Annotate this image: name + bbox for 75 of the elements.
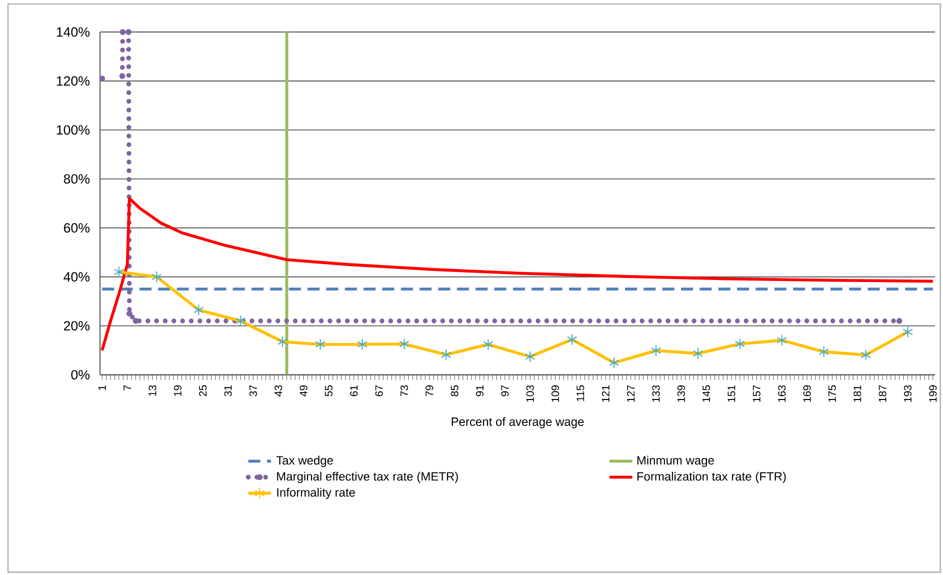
legend-label: Minmum wage <box>637 456 714 468</box>
point <box>114 266 124 278</box>
x-tick-label: 151 <box>728 385 736 402</box>
x-tick-label: 127 <box>627 385 635 402</box>
x-tick-label: 181 <box>854 385 862 402</box>
point <box>650 344 662 356</box>
point <box>120 29 126 36</box>
y-tick-label: 0% <box>71 370 90 380</box>
x-tick-label: 169 <box>803 385 811 402</box>
x-tick-label: 133 <box>652 385 660 402</box>
x-tick-label: 73 <box>400 385 408 396</box>
x-tick-label: 193 <box>904 385 912 402</box>
x-tick-label: 103 <box>526 385 534 402</box>
point <box>524 350 536 363</box>
legend-label: Formalization tax rate (FTR) <box>637 472 786 484</box>
point <box>315 338 326 350</box>
x-tick-label: 67 <box>375 385 383 396</box>
x-tick-label: 139 <box>677 385 685 402</box>
point <box>860 349 871 361</box>
point <box>692 348 704 360</box>
legend-label: Informality rate <box>277 488 355 500</box>
x-tick-label: 97 <box>501 385 509 396</box>
point <box>566 334 578 346</box>
y-tick-label: 20% <box>64 321 90 331</box>
y-tick-label: 140% <box>56 27 90 37</box>
point <box>441 348 452 361</box>
point <box>99 76 106 82</box>
legend-label: Marginal effective tax rate (METR) <box>277 472 458 484</box>
x-tick-label: 13 <box>148 385 156 396</box>
x-tick-label: 175 <box>828 385 836 402</box>
point <box>235 315 246 327</box>
x-tick-label: 49 <box>300 385 308 397</box>
x-tick-label: 61 <box>350 385 358 396</box>
x-axis-title: Percent of average wage <box>452 417 584 428</box>
x-tick-label: 1 <box>98 385 106 390</box>
point <box>126 29 132 36</box>
point <box>896 318 902 324</box>
x-tick-label: 37 <box>249 385 257 396</box>
x-tick-label: 43 <box>274 385 282 397</box>
x-tick-label: 145 <box>702 385 710 402</box>
point <box>357 338 368 350</box>
y-tick-label: 100% <box>56 125 90 135</box>
point <box>776 334 788 346</box>
x-tick-label: 19 <box>174 385 182 396</box>
x-tick-label: 157 <box>752 385 760 402</box>
point <box>483 338 494 350</box>
line-series <box>100 197 934 352</box>
x-tick-label: 31 <box>224 385 232 396</box>
point <box>152 271 162 283</box>
point <box>277 336 288 348</box>
x-tick-label: 115 <box>576 385 584 402</box>
x-tick-label: 121 <box>602 385 610 402</box>
point <box>608 356 620 369</box>
x-tick-label: 187 <box>878 385 886 402</box>
point <box>126 310 132 317</box>
point <box>734 338 746 350</box>
point <box>399 338 410 350</box>
point <box>818 346 829 358</box>
y-tick-label: 40% <box>64 272 90 282</box>
y-tick-label: 120% <box>56 76 90 86</box>
point <box>902 326 913 338</box>
x-tick-label: 109 <box>552 385 560 402</box>
x-tick-label: 7 <box>124 385 131 390</box>
y-tick-label: 60% <box>64 223 90 233</box>
x-tick-label: 199 <box>929 385 937 402</box>
x-tick-label: 25 <box>199 385 207 396</box>
point <box>193 304 204 316</box>
point <box>119 73 126 80</box>
x-tick-label: 55 <box>324 385 332 396</box>
y-tick-label: 80% <box>64 174 90 184</box>
x-tick-label: 91 <box>476 385 484 396</box>
x-tick-label: 79 <box>426 385 434 396</box>
x-tick-label: 85 <box>450 385 458 396</box>
legend-label: Tax wedge <box>276 456 333 468</box>
x-tick-label: 163 <box>778 385 786 402</box>
